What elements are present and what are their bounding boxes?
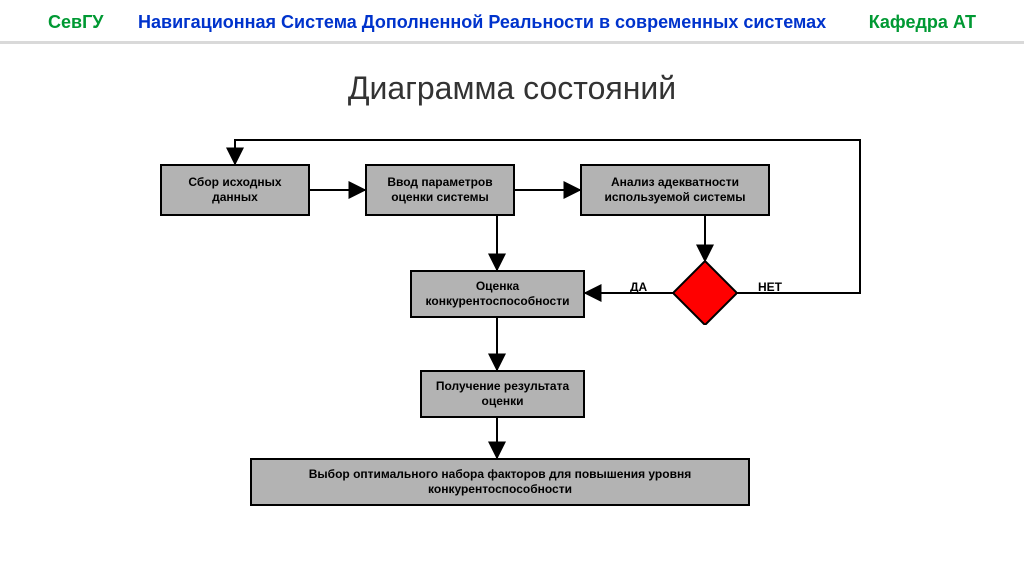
flowchart-node-label: Получение результата оценки	[428, 379, 577, 409]
flowchart-decision	[673, 261, 737, 325]
flowchart-node-choose: Выбор оптимального набора факторов для п…	[250, 458, 750, 506]
flowchart-node-input: Ввод параметров оценки системы	[365, 164, 515, 216]
flowchart-node-label: Сбор исходных данных	[168, 175, 302, 205]
flowchart-node-label: Ввод параметров оценки системы	[373, 175, 507, 205]
flowchart-node-label: Оценка конкурентоспособности	[418, 279, 577, 309]
flowchart-node-analysis: Анализ адекватности используемой системы	[580, 164, 770, 216]
flowchart-canvas: Сбор исходных данных Ввод параметров оце…	[0, 0, 1024, 574]
flowchart-node-label: Выбор оптимального набора факторов для п…	[258, 467, 742, 497]
flowchart-node-result: Получение результата оценки	[420, 370, 585, 418]
flowchart-node-label: Анализ адекватности используемой системы	[588, 175, 762, 205]
decision-label-yes: ДА	[630, 280, 647, 294]
flowchart-node-collect: Сбор исходных данных	[160, 164, 310, 216]
flowchart-node-eval: Оценка конкурентоспособности	[410, 270, 585, 318]
decision-label-no: НЕТ	[758, 280, 782, 294]
